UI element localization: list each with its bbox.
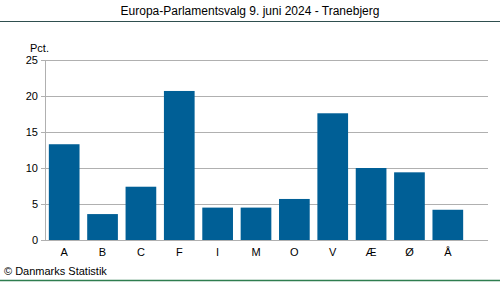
- y-tick-label: 10: [26, 162, 38, 174]
- x-tick: Æ: [366, 246, 377, 258]
- y-tick-mark: [41, 240, 45, 241]
- y-tick: 0: [32, 234, 45, 246]
- y-tick-mark: [41, 96, 45, 97]
- x-tick-label: Ø: [405, 246, 414, 258]
- x-tick-label: O: [290, 246, 299, 258]
- x-axis-line: [45, 240, 488, 241]
- y-axis: 0 5 10 15 20 25: [26, 54, 46, 246]
- grid-line: [45, 96, 488, 97]
- grid-line: [45, 240, 488, 241]
- bar: [279, 199, 310, 240]
- y-tick: 5: [32, 198, 45, 210]
- x-tick-label: C: [137, 246, 145, 258]
- x-tick: Ø: [405, 246, 414, 258]
- bar: [317, 113, 348, 240]
- bars: [49, 91, 463, 240]
- y-axis-line: [41, 61, 46, 241]
- y-tick-label: 5: [32, 198, 38, 210]
- x-tick-label: Æ: [366, 246, 377, 258]
- x-tick: Å: [444, 246, 452, 258]
- x-tick-label: Å: [444, 246, 452, 258]
- grid-line: [45, 132, 488, 133]
- y-tick-label: 20: [26, 90, 38, 102]
- y-tick-label: 0: [32, 234, 38, 246]
- bar: [356, 168, 387, 240]
- x-tick: F: [176, 246, 183, 258]
- y-tick: 10: [26, 162, 45, 174]
- x-tick-label: V: [329, 246, 337, 258]
- bar: [432, 210, 463, 240]
- y-axis-title: Pct.: [30, 42, 49, 54]
- x-tick-label: M: [251, 246, 260, 258]
- grid-line: [45, 60, 488, 61]
- chart: Europa-Parlamentsvalg 9. juni 2024 - Tra…: [0, 0, 500, 282]
- y-tick-mark: [41, 60, 45, 61]
- y-tick-label: 25: [26, 54, 38, 66]
- x-tick-label: B: [99, 246, 106, 258]
- x-tick-label: A: [61, 246, 69, 258]
- bar: [126, 187, 157, 240]
- title: Europa-Parlamentsvalg 9. juni 2024 - Tra…: [121, 4, 380, 18]
- footer-rule: [0, 280, 500, 282]
- bar: [164, 91, 195, 240]
- x-tick-label: I: [216, 246, 219, 258]
- y-tick: 20: [26, 90, 45, 102]
- header-rule: [0, 21, 500, 22]
- y-tick: 25: [26, 54, 45, 66]
- x-tick: I: [216, 246, 219, 258]
- y-tick: 15: [26, 126, 45, 138]
- y-tick-mark: [41, 168, 45, 169]
- y-tick-mark: [41, 132, 45, 133]
- grid: [45, 61, 488, 241]
- source: © Danmarks Statistik: [4, 265, 107, 277]
- x-tick: C: [137, 246, 145, 258]
- x-tick-label: F: [176, 246, 183, 258]
- x-tick: V: [329, 246, 337, 258]
- bar: [241, 208, 272, 240]
- x-tick: O: [290, 246, 299, 258]
- bar: [394, 172, 425, 240]
- y-tick-mark: [41, 204, 45, 205]
- x-tick: A: [61, 246, 69, 258]
- x-tick: B: [99, 246, 106, 258]
- bar: [202, 208, 233, 240]
- y-tick-label: 15: [26, 126, 38, 138]
- bar: [49, 144, 80, 240]
- x-tick: M: [251, 246, 260, 258]
- x-axis: ABCFIMOVÆØÅ: [45, 241, 488, 259]
- bar: [87, 214, 118, 240]
- grid-line: [45, 168, 488, 169]
